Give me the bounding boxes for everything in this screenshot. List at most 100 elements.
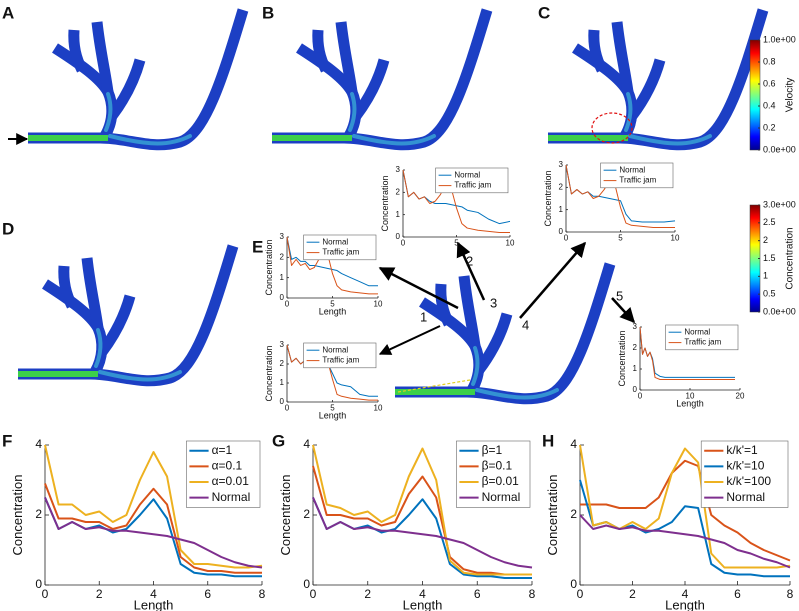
vessel-c	[548, 10, 763, 145]
arrow	[378, 325, 441, 355]
x-tick-label: 0	[285, 300, 290, 309]
legend-label: Traffic jam	[619, 176, 656, 185]
colorbar-tick-label: 1.5	[763, 253, 776, 263]
y-tick-label: 0	[280, 293, 285, 302]
colorbar-label: Concentration	[785, 227, 796, 289]
legend: β=1 β=0.1β=0.01 Normal	[456, 440, 531, 508]
x-tick-label: 5	[618, 234, 623, 243]
vessel-d	[18, 246, 233, 381]
y-tick-label: 4	[303, 437, 310, 451]
location-label: 3	[490, 295, 497, 310]
panel-letter: H	[542, 431, 554, 450]
legend-label: k/k'=10	[726, 459, 764, 473]
x-tick-label: 4	[150, 587, 157, 601]
location-label: 2	[466, 253, 473, 268]
x-tick-label: 5	[330, 404, 335, 413]
colorbar-label: Velocity	[785, 78, 796, 112]
legend-box	[435, 167, 509, 194]
x-tick-label: 8	[529, 587, 536, 601]
x-tick-label: 0	[577, 587, 584, 601]
x-tick-label: 0	[310, 587, 317, 601]
y-tick-label: 0	[570, 577, 577, 591]
y-tick-label: 2	[35, 507, 42, 521]
y-axis-label: Concentration	[264, 345, 274, 401]
legend-box	[303, 342, 377, 369]
x-tick-label: 4	[682, 587, 689, 601]
colorbar-tick-label: 1.0e+00	[763, 34, 796, 44]
x-tick-label: 4	[419, 587, 426, 601]
series-line	[44, 497, 263, 569]
panel-letter: F	[2, 431, 12, 450]
series-line	[580, 459, 791, 562]
series-line	[44, 483, 262, 574]
legend-label: Traffic jam	[322, 248, 359, 257]
x-tick-label: 5	[330, 300, 335, 309]
legend: Normal Traffic jam	[600, 162, 674, 189]
legend-label: α=1	[212, 443, 233, 457]
legend-box	[665, 324, 739, 351]
colorbar-tick-label: 2.5	[763, 217, 776, 227]
y-tick-label: 0	[280, 397, 285, 406]
legend-label: α=0.1	[212, 459, 243, 473]
legend: Normal Traffic jam	[665, 324, 739, 351]
legend-label: Traffic jam	[322, 356, 359, 365]
arrow	[456, 241, 486, 301]
x-tick-label: 0	[42, 587, 49, 601]
y-tick-label: 0	[35, 577, 42, 591]
y-axis-label: Concentration	[10, 475, 25, 556]
x-tick-label: 10	[374, 300, 383, 309]
series-line	[312, 465, 532, 576]
x-tick-label: 10	[374, 404, 383, 413]
series-line	[312, 444, 532, 576]
y-axis-label: Concentration	[380, 175, 390, 231]
x-tick-label: 5	[454, 239, 459, 248]
colorbar-tick-label: 0.4	[763, 100, 776, 110]
line-chart: 0 2 4 6 8024LengthConcentrationα=1α=0.1α=0.0…	[10, 437, 266, 611]
y-tick-label: 0	[559, 227, 564, 236]
arrow	[611, 297, 636, 324]
y-tick-label: 3	[280, 340, 285, 349]
y-tick-label: 2	[280, 359, 285, 368]
y-tick-label: 2	[570, 507, 577, 521]
x-tick-label: 0	[401, 239, 406, 248]
y-tick-label: 4	[35, 437, 42, 451]
y-tick-label: 2	[280, 252, 285, 261]
legend-label: Normal	[619, 165, 645, 174]
legend: Normal Traffic jam	[435, 167, 509, 194]
y-tick-label: 3	[633, 322, 638, 331]
panel-letter: B	[262, 3, 274, 22]
legend-box	[456, 440, 531, 508]
y-axis-label: Concentration	[617, 330, 627, 386]
jam-region	[591, 112, 633, 144]
series-line	[639, 326, 735, 380]
y-tick-label: 3	[396, 165, 401, 174]
legend-label: Normal	[454, 170, 480, 179]
legend-label: k/k'=1	[726, 443, 758, 457]
location-label: 4	[522, 317, 529, 332]
legend: k/k'=1 k/k'=10k/k'=100 Normal	[700, 440, 789, 508]
y-tick-label: 0	[396, 232, 401, 241]
colorbar-tick-label: 2	[763, 235, 768, 245]
vessel-b	[272, 10, 487, 145]
y-tick-label: 3	[559, 160, 564, 169]
colorbar-tick-label: 1	[763, 271, 768, 281]
legend-box	[186, 440, 261, 508]
legend: Normal Traffic jam	[303, 342, 377, 369]
y-axis-label: Concentration	[264, 239, 274, 295]
panel-letter: G	[272, 431, 285, 450]
y-axis-label: Concentration	[278, 475, 293, 556]
legend-label: β=0.01	[482, 474, 520, 488]
location-label: 1	[420, 309, 427, 324]
x-axis-label: Length	[134, 597, 174, 611]
y-tick-label: 1	[280, 378, 285, 387]
x-tick-label: 0	[564, 234, 569, 243]
x-tick-label: 2	[629, 587, 636, 601]
line-chart: 0 2 4 6 8024LengthConcentrationβ=1β=0.1β=0.0…	[278, 437, 536, 611]
x-tick-label: 6	[474, 587, 481, 601]
series-line	[286, 236, 378, 287]
series-line	[579, 444, 791, 569]
x-axis-label: Length	[665, 597, 705, 611]
legend: α=1 α=0.1α=0.01 Normal	[186, 440, 261, 508]
y-tick-label: 2	[633, 343, 638, 352]
